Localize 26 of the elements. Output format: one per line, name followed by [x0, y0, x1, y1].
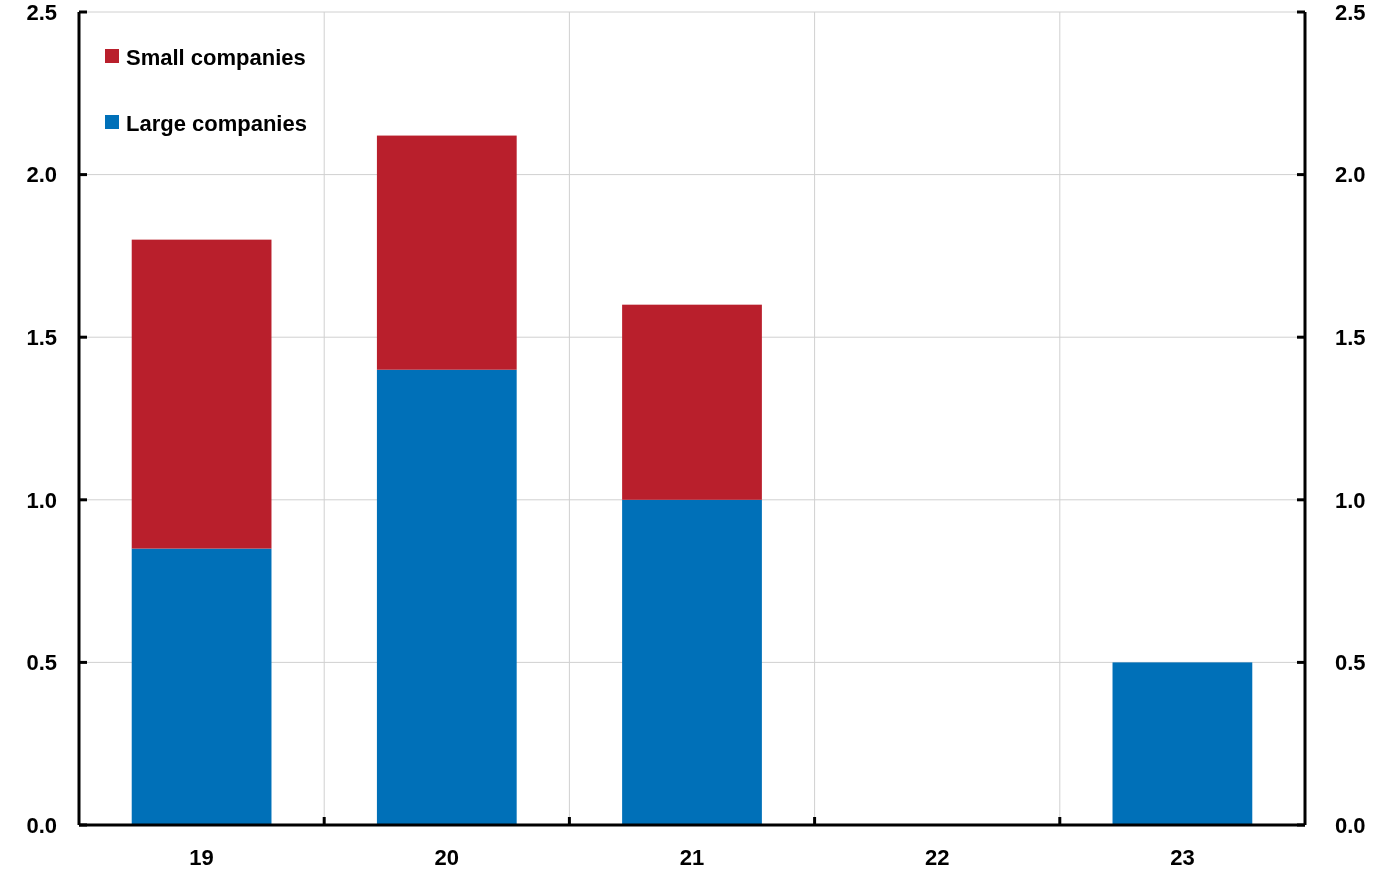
legend-label: Large companies: [126, 110, 307, 136]
y2-tick-label: 1.0: [1335, 487, 1366, 513]
y2-tick-label: 1.5: [1335, 324, 1366, 350]
y-tick-label: 1.0: [26, 487, 57, 513]
y2-tick-label: 2.0: [1335, 162, 1366, 188]
x-tick-label: 22: [924, 845, 950, 870]
y-tick-label: 0.5: [26, 650, 57, 676]
bar: [376, 135, 517, 370]
x-tick-label: 23: [1170, 845, 1195, 870]
bar: [131, 548, 272, 825]
x-tick-label: 19: [189, 845, 214, 870]
bar: [1112, 662, 1253, 825]
x-tick-label: 20: [434, 845, 460, 870]
bar: [376, 369, 517, 825]
legend-label: Small companies: [126, 44, 306, 70]
bar: [622, 304, 762, 500]
bar: [622, 499, 762, 825]
bar: [131, 239, 272, 549]
y-tick-label: 2.5: [26, 0, 57, 25]
y2-tick-label: 2.5: [1335, 0, 1366, 25]
y-tick-label: 0.0: [26, 812, 57, 838]
y2-tick-label: 0.0: [1335, 812, 1366, 838]
x-tick-label: 21: [679, 845, 705, 870]
y-tick-label: 1.5: [26, 324, 57, 350]
y2-tick-label: 0.5: [1335, 650, 1366, 676]
y-tick-label: 2.0: [26, 162, 57, 188]
